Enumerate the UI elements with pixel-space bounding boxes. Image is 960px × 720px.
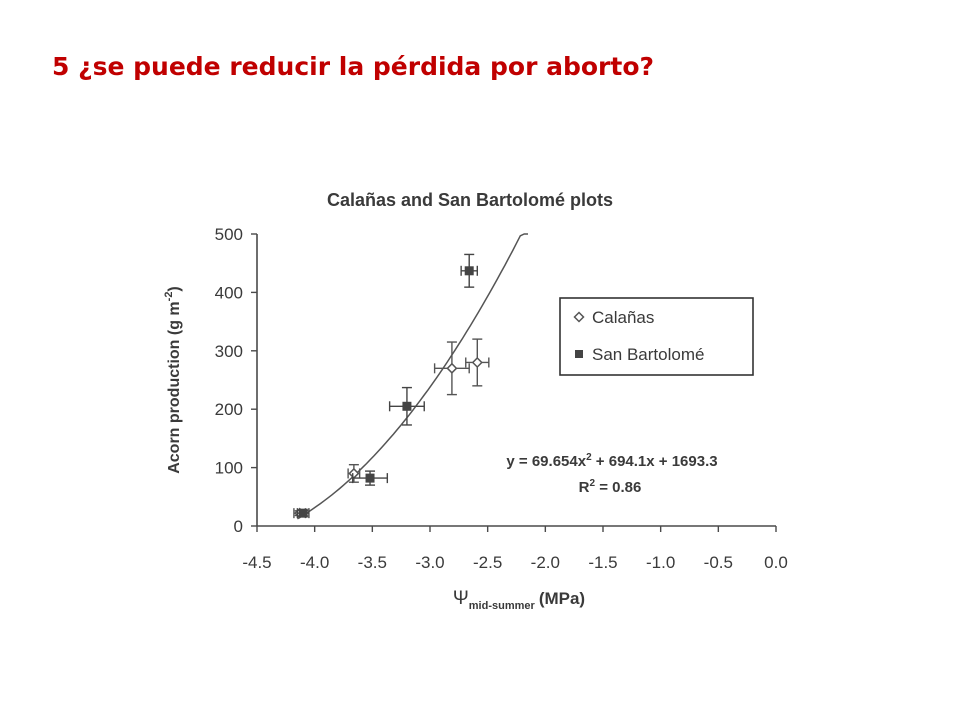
- point-san-bartolome: [460, 253, 478, 288]
- x-axis-label: Ψmid-summer (MPa): [453, 588, 585, 612]
- fit-equation: y = 69.654x2 + 694.1x + 1693.3: [506, 452, 717, 470]
- marker-diamond: [446, 362, 458, 374]
- fit-equation-exponent: 2: [586, 452, 592, 463]
- x-tick-label: -3.0: [415, 553, 444, 572]
- point-calanas: [465, 338, 490, 387]
- marker-diamond: [471, 356, 483, 369]
- x-axis-label-subscript: mid-summer: [469, 600, 536, 612]
- marker-square: [298, 508, 308, 518]
- y-axis-label-main: Acorn production (g m: [166, 301, 183, 473]
- chart-title: Calañas and San Bartolomé plots: [327, 190, 613, 210]
- y-tick-label: 0: [234, 517, 243, 536]
- fit-r2-value: = 0.86: [595, 479, 641, 496]
- y-tick-label: 500: [215, 225, 243, 244]
- y-tick-label: 100: [215, 459, 243, 478]
- fit-curve: [297, 233, 528, 520]
- x-tick-label: 0.0: [764, 553, 788, 572]
- legend-label-san-bartolome: San Bartolomé: [592, 345, 704, 364]
- marker-square: [365, 473, 375, 483]
- y-tick-label: 400: [215, 283, 243, 302]
- point-san-bartolome: [388, 386, 425, 426]
- x-tick-label: -0.5: [704, 553, 733, 572]
- x-tick-label: -4.0: [300, 553, 329, 572]
- x-tick-label: -3.5: [358, 553, 387, 572]
- x-tick-label: -4.5: [242, 553, 271, 572]
- y-axis-label-close: ): [166, 286, 183, 291]
- fit-r2-exponent: 2: [589, 478, 595, 489]
- point-san-bartolome: [296, 508, 310, 519]
- fit-r2: R2 = 0.86: [579, 478, 642, 496]
- x-axis-label-unit: (MPa): [539, 589, 585, 608]
- x-tick-label: -2.0: [531, 553, 560, 572]
- point-san-bartolome: [352, 470, 389, 486]
- fit-equation-rest: + 694.1x + 1693.3: [592, 453, 718, 470]
- data-points: [293, 253, 490, 519]
- y-tick-label: 300: [215, 342, 243, 361]
- y-ticks: 0 100 200 300 400 500: [215, 225, 257, 536]
- x-tick-label: -1.0: [646, 553, 675, 572]
- x-tick-label: -2.5: [473, 553, 502, 572]
- y-axis-label-exponent: -2: [163, 292, 175, 302]
- y-tick-label: 200: [215, 400, 243, 419]
- y-axis-label: Acorn production (g m-2): [163, 286, 183, 474]
- fit-equation-main: y = 69.654x: [506, 453, 586, 470]
- marker-diamond: [348, 467, 360, 480]
- legend-label-calanas: Calañas: [592, 308, 654, 327]
- plot-axes: -4.5 -4.0 -3.5 -3.0 -2.5 -2.0 -1.5 -1.0 -0.5 0.0 …: [215, 225, 788, 572]
- slide-title: 5 ¿se puede reducir la pérdida por abort…: [52, 52, 655, 81]
- legend-box: [559, 297, 754, 376]
- legend-marker-san-bartolome: [575, 350, 583, 358]
- marker-square: [402, 401, 412, 411]
- fit-r2-main: R: [579, 479, 590, 496]
- legend-marker-calanas: [573, 311, 585, 323]
- point-calanas: [433, 341, 470, 396]
- x-axis-label-symbol: Ψ: [453, 588, 469, 609]
- legend: Calañas San Bartolomé: [559, 297, 754, 376]
- marker-square: [464, 266, 474, 276]
- x-ticks: -4.5 -4.0 -3.5 -3.0 -2.5 -2.0 -1.5 -1.0 -0.5 0.0: [242, 526, 788, 572]
- x-tick-label: -1.5: [588, 553, 617, 572]
